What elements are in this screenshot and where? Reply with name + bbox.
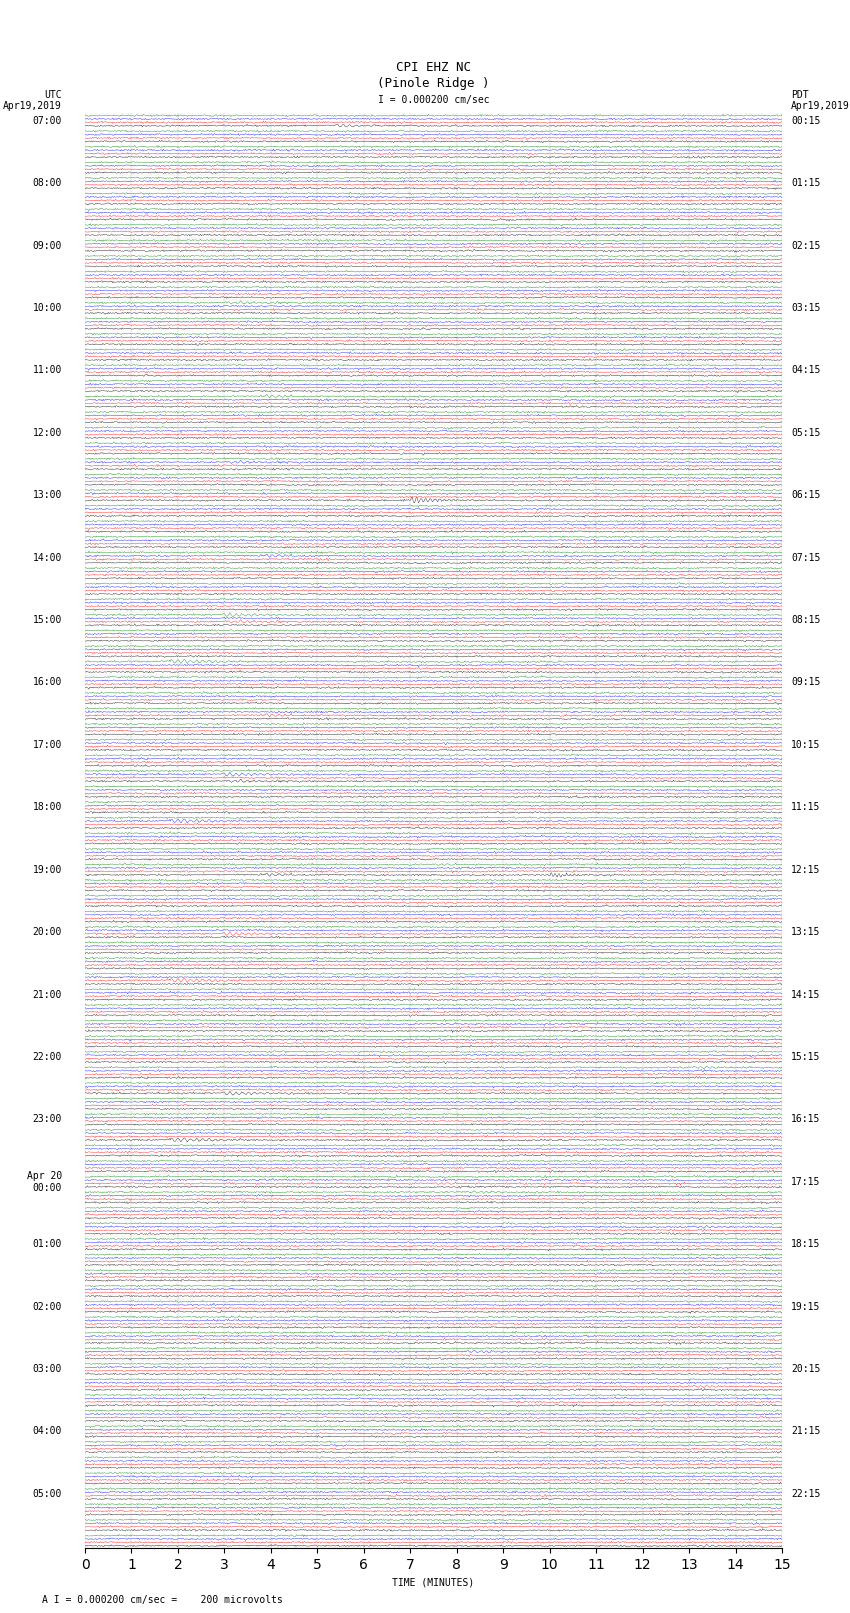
Text: (Pinole Ridge ): (Pinole Ridge ) — [377, 76, 490, 89]
Text: 12:00: 12:00 — [32, 427, 62, 437]
Text: 12:15: 12:15 — [791, 865, 820, 874]
Text: 23:00: 23:00 — [32, 1115, 62, 1124]
Text: 09:15: 09:15 — [791, 677, 820, 687]
Text: 19:15: 19:15 — [791, 1302, 820, 1311]
Text: 18:15: 18:15 — [791, 1239, 820, 1248]
Text: 19:00: 19:00 — [32, 865, 62, 874]
Text: 20:15: 20:15 — [791, 1365, 820, 1374]
Text: 07:15: 07:15 — [791, 553, 820, 563]
Text: 11:00: 11:00 — [32, 366, 62, 376]
Text: 04:00: 04:00 — [32, 1426, 62, 1437]
Text: 07:00: 07:00 — [32, 116, 62, 126]
Text: 00:15: 00:15 — [791, 116, 820, 126]
Text: 08:00: 08:00 — [32, 177, 62, 189]
Text: 03:15: 03:15 — [791, 303, 820, 313]
Text: Apr 20
00:00: Apr 20 00:00 — [26, 1171, 62, 1192]
Text: 04:15: 04:15 — [791, 366, 820, 376]
Text: 10:15: 10:15 — [791, 740, 820, 750]
Text: 15:15: 15:15 — [791, 1052, 820, 1061]
Text: PDT
Apr19,2019: PDT Apr19,2019 — [791, 89, 850, 111]
Text: 11:15: 11:15 — [791, 802, 820, 813]
Text: CPI EHZ NC: CPI EHZ NC — [396, 61, 471, 74]
Text: 16:15: 16:15 — [791, 1115, 820, 1124]
Text: 02:15: 02:15 — [791, 240, 820, 250]
Text: 13:15: 13:15 — [791, 927, 820, 937]
Text: 22:15: 22:15 — [791, 1489, 820, 1498]
X-axis label: TIME (MINUTES): TIME (MINUTES) — [393, 1578, 474, 1587]
Text: 03:00: 03:00 — [32, 1365, 62, 1374]
Text: 20:00: 20:00 — [32, 927, 62, 937]
Text: 21:00: 21:00 — [32, 989, 62, 1000]
Text: 18:00: 18:00 — [32, 802, 62, 813]
Text: 05:00: 05:00 — [32, 1489, 62, 1498]
Text: 10:00: 10:00 — [32, 303, 62, 313]
Text: UTC
Apr19,2019: UTC Apr19,2019 — [3, 89, 62, 111]
Text: 02:00: 02:00 — [32, 1302, 62, 1311]
Text: 17:15: 17:15 — [791, 1177, 820, 1187]
Text: 08:15: 08:15 — [791, 615, 820, 626]
Text: 16:00: 16:00 — [32, 677, 62, 687]
Text: 17:00: 17:00 — [32, 740, 62, 750]
Text: 01:15: 01:15 — [791, 177, 820, 189]
Text: 21:15: 21:15 — [791, 1426, 820, 1437]
Text: I = 0.000200 cm/sec: I = 0.000200 cm/sec — [377, 95, 490, 105]
Text: 15:00: 15:00 — [32, 615, 62, 626]
Text: 13:00: 13:00 — [32, 490, 62, 500]
Text: A I = 0.000200 cm/sec =    200 microvolts: A I = 0.000200 cm/sec = 200 microvolts — [42, 1595, 283, 1605]
Text: 09:00: 09:00 — [32, 240, 62, 250]
Text: 14:15: 14:15 — [791, 989, 820, 1000]
Text: 01:00: 01:00 — [32, 1239, 62, 1248]
Text: 06:15: 06:15 — [791, 490, 820, 500]
Text: 14:00: 14:00 — [32, 553, 62, 563]
Text: 22:00: 22:00 — [32, 1052, 62, 1061]
Text: 05:15: 05:15 — [791, 427, 820, 437]
